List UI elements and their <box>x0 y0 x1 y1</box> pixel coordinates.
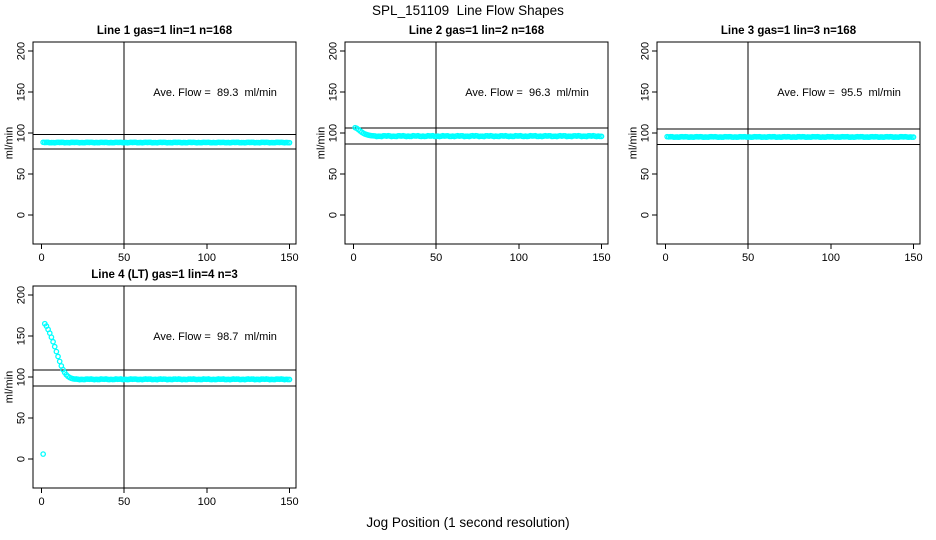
y-axis: 0 50 100 150 200 <box>640 42 657 218</box>
data-series <box>40 320 293 457</box>
y-tick-label: 150 <box>640 83 652 101</box>
y-tick-label: 200 <box>16 286 28 304</box>
chart-title: Line 3 gas=1 lin=3 n=168 <box>721 25 857 37</box>
x-tick-label: 100 <box>198 252 216 264</box>
reference-lines <box>33 286 296 488</box>
y-tick-label: 200 <box>640 42 652 60</box>
x-tick-label: 150 <box>904 252 922 264</box>
y-tick-label: 50 <box>16 168 28 180</box>
y-axis: 0 50 100 150 200 <box>328 42 345 218</box>
x-axis: 0 50 100 150 <box>38 488 299 508</box>
x-tick-label: 0 <box>38 496 44 508</box>
x-tick-label: 150 <box>592 252 610 264</box>
chart-panel-2: Line 2 gas=1 lin=2 n=168 0 50 100 150 0 50 100 1… <box>312 22 624 270</box>
avg-flow-annotation: Ave. Flow = 98.7 ml/min <box>153 331 277 343</box>
x-tick-label: 150 <box>280 496 298 508</box>
y-axis-title: ml/min <box>4 127 16 159</box>
reference-lines <box>345 42 608 244</box>
chart-svg-1: Line 1 gas=1 lin=1 n=168 0 50 100 150 0 50 100 1… <box>4 25 299 264</box>
x-tick-label: 0 <box>662 252 668 264</box>
x-tick-label: 50 <box>430 252 442 264</box>
x-tick-label: 50 <box>742 252 754 264</box>
y-axis-title: ml/min <box>4 371 16 403</box>
x-tick-label: 0 <box>38 252 44 264</box>
x-tick-label: 100 <box>198 496 216 508</box>
y-tick-label: 100 <box>16 368 28 386</box>
figure-title: SPL_151109 Line Flow Shapes <box>372 3 564 18</box>
y-axis: 0 50 100 150 200 <box>16 286 33 462</box>
y-tick-label: 0 <box>16 212 28 218</box>
x-axis-label: Jog Position (1 second resolution) <box>366 515 570 530</box>
x-tick-label: 150 <box>280 252 298 264</box>
y-tick-label: 50 <box>16 412 28 424</box>
y-tick-label: 150 <box>16 83 28 101</box>
chart-panel-4: Line 4 (LT) gas=1 lin=4 n=3 0 50 100 150 0 50 1… <box>0 266 312 514</box>
x-tick-label: 100 <box>510 252 528 264</box>
reference-lines <box>657 42 920 244</box>
chart-svg-4: Line 4 (LT) gas=1 lin=4 n=3 0 50 100 150 0 50 1… <box>4 269 299 508</box>
plot-box <box>32 41 297 245</box>
y-tick-label: 0 <box>16 456 28 462</box>
y-tick-label: 100 <box>16 124 28 142</box>
data-series <box>40 139 293 146</box>
x-tick-label: 50 <box>118 252 130 264</box>
x-axis: 0 50 100 150 <box>662 244 923 264</box>
x-axis: 0 50 100 150 <box>38 244 299 264</box>
y-axis-title: ml/min <box>316 127 328 159</box>
x-tick-label: 0 <box>350 252 356 264</box>
chart-panel-3: Line 3 gas=1 lin=3 n=168 0 50 100 150 0 50 100 1… <box>624 22 936 270</box>
avg-flow-annotation: Ave. Flow = 96.3 ml/min <box>465 87 589 99</box>
chart-svg-3: Line 3 gas=1 lin=3 n=168 0 50 100 150 0 50 100 1… <box>628 25 923 264</box>
y-axis-title: ml/min <box>628 127 640 159</box>
y-tick-label: 100 <box>640 124 652 142</box>
avg-flow-annotation: Ave. Flow = 89.3 ml/min <box>153 87 277 99</box>
y-tick-label: 50 <box>328 168 340 180</box>
y-tick-label: 50 <box>640 168 652 180</box>
x-tick-label: 100 <box>822 252 840 264</box>
y-tick-label: 150 <box>16 327 28 345</box>
y-tick-label: 200 <box>328 42 340 60</box>
y-tick-label: 0 <box>640 212 652 218</box>
x-tick-label: 50 <box>118 496 130 508</box>
y-tick-label: 150 <box>328 83 340 101</box>
chart-panel-1: Line 1 gas=1 lin=1 n=168 0 50 100 150 0 50 100 1… <box>0 22 312 270</box>
chart-title: Line 4 (LT) gas=1 lin=4 n=3 <box>91 269 237 281</box>
y-tick-label: 0 <box>328 212 340 218</box>
y-tick-label: 200 <box>16 42 28 60</box>
chart-title: Line 1 gas=1 lin=1 n=168 <box>97 25 233 37</box>
y-tick-label: 100 <box>328 124 340 142</box>
x-axis: 0 50 100 150 <box>350 244 611 264</box>
data-series <box>352 124 605 140</box>
avg-flow-annotation: Ave. Flow = 95.5 ml/min <box>777 87 901 99</box>
chart-svg-2: Line 2 gas=1 lin=2 n=168 0 50 100 150 0 50 100 1… <box>316 25 611 264</box>
y-axis: 0 50 100 150 200 <box>16 42 33 218</box>
plot-box <box>32 285 297 489</box>
plot-box <box>344 41 609 245</box>
plot-box <box>656 41 921 245</box>
data-series <box>664 133 917 141</box>
chart-title: Line 2 gas=1 lin=2 n=168 <box>409 25 545 37</box>
